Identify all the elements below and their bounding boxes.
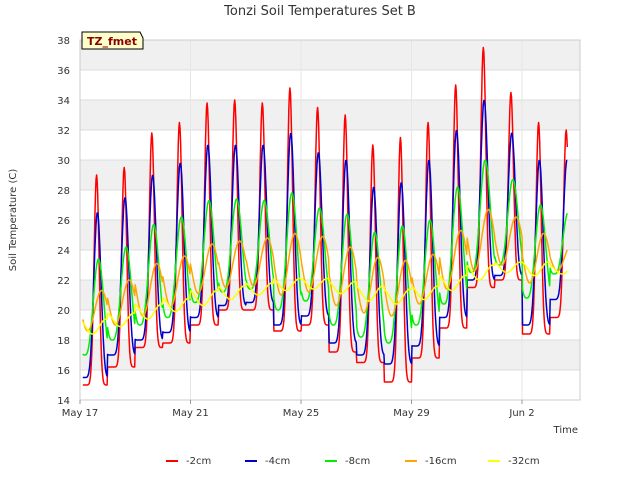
legend: -2cm -4cm -8cm -16cm -32cm (166, 456, 540, 467)
legend-label: -16cm (425, 456, 457, 467)
y-tick-label: 14 (57, 396, 70, 407)
y-tick-label: 18 (57, 336, 70, 347)
legend-label: -2cm (186, 456, 211, 467)
y-tick-label: 32 (57, 126, 70, 137)
y-tick-label: 24 (57, 246, 70, 257)
y-axis-title: Soil Temperature (C) (8, 169, 19, 272)
legend-label: -4cm (265, 456, 290, 467)
plot-band (80, 310, 580, 340)
tz-annotation-label: TZ_fmet (87, 35, 137, 48)
series-line--2cm (82, 46, 569, 386)
x-tick-label: May 17 (62, 408, 99, 419)
y-tick-label: 20 (57, 306, 70, 317)
tz-annotation-box (81, 31, 144, 50)
series-line--32cm (82, 261, 568, 335)
y-tick-label: 26 (57, 216, 70, 227)
x-axis-title: Time (553, 425, 578, 436)
legend-label: -8cm (345, 456, 370, 467)
plot-band (80, 40, 580, 70)
legend-item: -16cm (405, 456, 457, 467)
y-tick-label: 22 (57, 276, 70, 287)
y-tick-label: 30 (57, 156, 70, 167)
y-tick-label: 28 (57, 186, 70, 197)
legend-item: -8cm (325, 456, 370, 467)
plot-band (80, 190, 580, 220)
chart-title: Tonzi Soil Temperatures Set B (223, 4, 416, 19)
x-axis: May 17 May 21 May 25 May 29 Jun 2 (62, 400, 535, 419)
y-tick-label: 36 (57, 66, 70, 77)
x-tick-label: May 25 (283, 408, 320, 419)
legend-item: -4cm (245, 456, 290, 467)
plot-band (80, 70, 580, 100)
tz-annotation: TZ_fmet (81, 31, 144, 50)
x-tick-label: May 29 (393, 408, 430, 419)
legend-label: -32cm (508, 456, 540, 467)
y-tick-label: 16 (57, 366, 70, 377)
y-tick-label: 38 (57, 36, 70, 47)
y-tick-label: 34 (57, 96, 70, 107)
series-line--4cm (82, 99, 568, 379)
plot-band (80, 370, 580, 400)
plot-band (80, 130, 580, 160)
plot-band (80, 160, 580, 190)
legend-item: -32cm (488, 456, 540, 467)
legend-item: -2cm (166, 456, 211, 467)
x-tick-label: Jun 2 (508, 408, 534, 419)
series-line--8cm (82, 159, 568, 356)
plot-band (80, 100, 580, 130)
plot-band (80, 340, 580, 370)
series-line--16cm (82, 208, 568, 332)
plot-frame (79, 39, 581, 401)
series-layer (82, 46, 569, 386)
y-axis: 14 16 18 20 22 24 26 28 30 32 34 36 38 (57, 36, 70, 407)
x-tick-label: May 21 (172, 408, 209, 419)
